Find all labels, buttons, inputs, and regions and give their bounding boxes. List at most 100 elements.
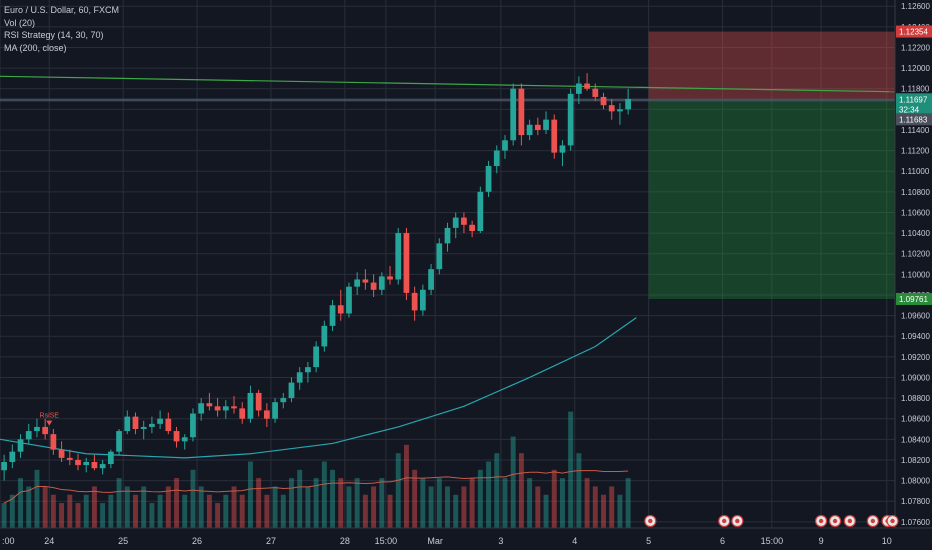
price-axis-tick: 1.10000 [901, 270, 930, 279]
candle [321, 320, 328, 352]
volume-bar [346, 486, 352, 528]
candle-body [140, 426, 147, 429]
volume-bar [625, 478, 631, 528]
price-label-background [896, 103, 932, 116]
candle [107, 449, 114, 469]
economic-event-icon[interactable] [886, 514, 899, 528]
candle [493, 145, 500, 174]
candle [534, 117, 541, 136]
candle [17, 434, 24, 458]
volume-bar [165, 486, 171, 528]
candle [181, 434, 188, 450]
candle-body [91, 462, 98, 469]
candle [362, 269, 369, 290]
legend-symbol[interactable]: Euro / U.S. Dollar, 60, FXCM [4, 5, 120, 15]
candle [288, 377, 295, 403]
volume-bar [584, 478, 590, 528]
time-axis-label: 5 [646, 536, 651, 546]
candle [346, 282, 352, 318]
time-axis-label: 15:00 [375, 536, 398, 546]
legend-rsi-strategy[interactable]: RSI Strategy (14, 30, 70) [4, 30, 104, 40]
event-dot-icon [648, 518, 653, 524]
candle [66, 449, 73, 466]
economic-event-icon[interactable] [718, 514, 731, 528]
volume-bar [395, 453, 401, 528]
economic-event-icon[interactable] [866, 514, 879, 528]
candle-body [107, 451, 114, 465]
candle-body [17, 439, 24, 452]
candle-body [362, 279, 369, 283]
candle [461, 212, 467, 234]
candle [206, 392, 213, 411]
time-axis-label: 25 [118, 536, 128, 546]
price-axis-tick: 1.07600 [901, 518, 930, 527]
price-axis-tick: 1.10400 [901, 229, 930, 238]
price-label-background [896, 93, 932, 106]
candle [337, 289, 344, 321]
candle [428, 264, 434, 295]
candle-body [419, 289, 426, 311]
volume-bar [1, 503, 7, 528]
price-axis-tick: 1.11000 [901, 167, 930, 176]
economic-event-icon[interactable] [644, 514, 657, 528]
candle-body [510, 88, 517, 141]
volume-bar [149, 503, 155, 528]
candle [190, 408, 196, 442]
candle [313, 341, 319, 373]
candle-body [34, 426, 40, 432]
candle [132, 412, 139, 435]
candle-body [469, 224, 476, 231]
volume-bar [321, 461, 327, 528]
economic-event-icon[interactable] [731, 514, 744, 528]
volume-bar [239, 494, 245, 528]
price-axis-label: 1.12354 [896, 25, 932, 38]
candle [157, 410, 163, 429]
volume-bar [445, 486, 450, 528]
time-axis-label: :00 [2, 536, 15, 546]
candle [551, 114, 558, 159]
candle-body [263, 410, 270, 419]
price-axis-tick: 1.07800 [901, 497, 930, 506]
candle-body [116, 431, 122, 452]
candle-body [313, 346, 319, 368]
candle-body [452, 217, 459, 228]
candle [378, 272, 385, 295]
price-axis-tick: 1.08200 [901, 456, 930, 465]
volume-bar [83, 494, 89, 528]
volume-bar [264, 494, 270, 528]
price-label-text: 32:34 [899, 106, 920, 115]
candle [124, 410, 131, 435]
economic-event-icon[interactable] [828, 514, 842, 528]
legend-volume[interactable]: Vol (20) [4, 17, 36, 28]
volume-bar [568, 411, 574, 528]
candle [198, 398, 205, 421]
legend-moving-average[interactable]: MA (200, close) [4, 42, 67, 53]
volume-bar [198, 486, 204, 528]
candle-body [576, 83, 582, 94]
candle-body [239, 408, 246, 419]
economic-event-icon[interactable] [815, 514, 828, 528]
price-axis-tick: 1.10800 [901, 188, 930, 197]
volume-bar [59, 503, 65, 528]
economic-event-icon[interactable] [843, 514, 856, 528]
candle [354, 272, 361, 295]
candle-body [66, 457, 73, 460]
event-dot-icon [870, 518, 876, 524]
volume-bar [477, 469, 483, 528]
trend-line [0, 75, 896, 93]
candle [9, 444, 16, 469]
volume-bar [67, 494, 73, 528]
time-axis-label: 28 [340, 536, 350, 546]
candle-body [58, 449, 65, 458]
candle [83, 457, 90, 473]
volume-bar [91, 486, 97, 528]
volume-bar [26, 486, 32, 528]
candle-body [567, 93, 574, 146]
volume-bar [157, 494, 163, 528]
candle-body [551, 119, 558, 153]
candle-body [165, 418, 172, 432]
event-dot-icon [818, 518, 824, 524]
event-dot-icon [847, 518, 853, 524]
